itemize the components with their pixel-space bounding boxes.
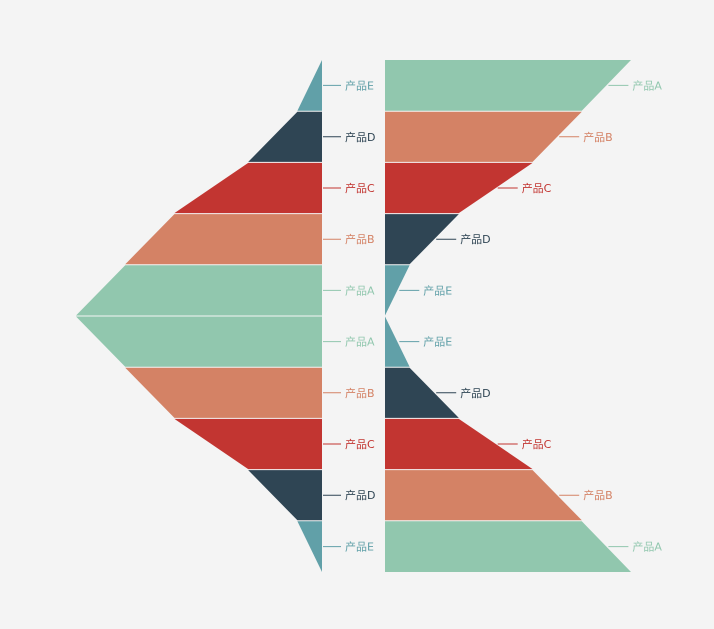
segment-label: 产品C: [345, 181, 375, 195]
funnel-segment[interactable]: [385, 60, 631, 111]
segment-label: 产品C: [345, 437, 375, 451]
segment-label: 产品D: [460, 386, 490, 400]
segment-label: 产品A: [345, 335, 375, 349]
funnel-segment[interactable]: [297, 521, 322, 572]
funnel-segment[interactable]: [125, 214, 322, 265]
funnel-segment[interactable]: [125, 367, 322, 418]
segment-label: 产品C: [522, 437, 552, 451]
funnel-segment[interactable]: [385, 162, 533, 214]
funnel-segment[interactable]: [385, 111, 582, 162]
funnel-segment[interactable]: [174, 162, 322, 214]
funnel-segment[interactable]: [385, 470, 582, 521]
funnel-segment[interactable]: [385, 316, 410, 367]
segment-label: 产品A: [632, 78, 662, 92]
segment-label: 产品E: [345, 540, 374, 554]
left-funnel: 产品E 产品D 产品C 产品B 产品A 产品A 产品B 产品C 产品D 产品E: [76, 60, 375, 572]
funnel-segment[interactable]: [385, 418, 533, 470]
funnel-segment[interactable]: [297, 60, 322, 111]
right-funnel: 产品A 产品B 产品C 产品D 产品E 产品E 产品D 产品C 产品B 产品A: [385, 60, 662, 572]
segment-label: 产品D: [460, 232, 490, 246]
funnel-segment[interactable]: [248, 470, 322, 521]
segment-label: 产品B: [345, 232, 375, 246]
segment-label: 产品D: [345, 488, 375, 502]
segment-label: 产品C: [522, 181, 552, 195]
funnel-segment[interactable]: [385, 265, 410, 316]
funnel-segment[interactable]: [248, 111, 322, 162]
segment-label: 产品A: [632, 540, 662, 554]
segment-label: 产品B: [345, 386, 375, 400]
segment-label: 产品B: [583, 130, 613, 144]
funnel-segment[interactable]: [385, 367, 459, 418]
funnel-segment[interactable]: [385, 521, 631, 572]
funnel-segment[interactable]: [76, 316, 322, 367]
funnel-segment[interactable]: [385, 214, 459, 265]
segment-label: 产品D: [345, 130, 375, 144]
funnel-segment[interactable]: [174, 418, 322, 470]
segment-label: 产品B: [583, 488, 613, 502]
segment-label: 产品E: [345, 78, 374, 92]
funnel-segment[interactable]: [76, 265, 322, 316]
segment-label: 产品E: [423, 335, 452, 349]
segment-label: 产品E: [423, 283, 452, 297]
segment-label: 产品A: [345, 283, 375, 297]
